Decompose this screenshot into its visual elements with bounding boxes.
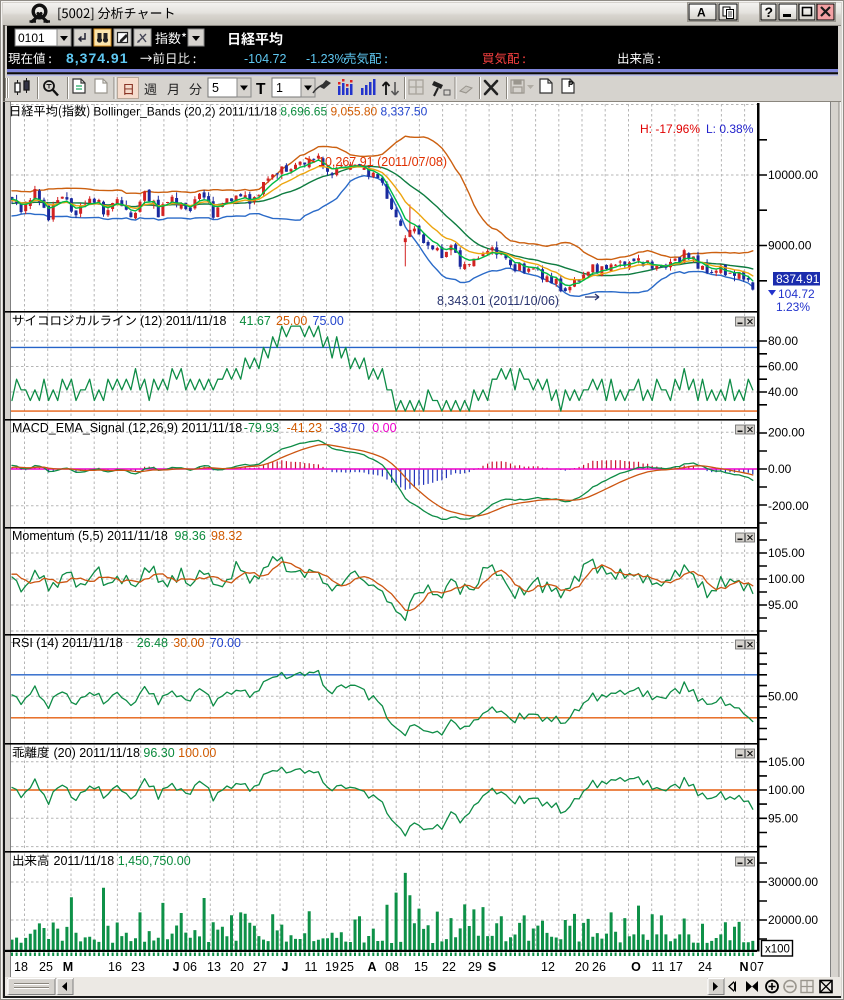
- svg-text:30000.00: 30000.00: [768, 875, 818, 889]
- svg-text:O: O: [631, 960, 641, 974]
- svg-text:MACD_EMA_Signal (12,26,9) 2011: MACD_EMA_Signal (12,26,9) 2011/11/18: [12, 421, 242, 435]
- svg-text:L: 0.38%: L: 0.38%: [706, 122, 754, 136]
- svg-text:75.00: 75.00: [313, 314, 344, 328]
- svg-text:Bollinger_Bands (20,2) 2011/11: Bollinger_Bands (20,2) 2011/11/18 8,696.…: [93, 105, 427, 119]
- svg-text:80.00: 80.00: [768, 334, 798, 348]
- svg-text:-38.70: -38.70: [329, 421, 364, 435]
- svg-text:?: ?: [765, 4, 774, 20]
- svg-text:-1.23%: -1.23%: [306, 52, 346, 66]
- svg-text:25: 25: [340, 960, 354, 974]
- svg-text:22: 22: [442, 960, 456, 974]
- svg-text:2011/11/18 1,450,750.00: 2011/11/18 1,450,750.00: [54, 854, 191, 868]
- svg-text:A: A: [367, 960, 376, 974]
- svg-text:-79.93: -79.93: [244, 421, 279, 435]
- svg-text:Momentum (5,5) 2011/11/18: Momentum (5,5) 2011/11/18: [12, 529, 168, 543]
- svg-text:-200.00: -200.00: [768, 499, 809, 513]
- svg-text:27: 27: [253, 960, 267, 974]
- svg-text:8,374.91: 8,374.91: [66, 50, 129, 66]
- svg-text:29: 29: [468, 960, 482, 974]
- svg-text:13: 13: [207, 960, 221, 974]
- svg-text:8374.91: 8374.91: [776, 272, 820, 286]
- svg-text:x100: x100: [765, 944, 790, 956]
- svg-text:26: 26: [592, 960, 606, 974]
- svg-text:10,267.91 (2011/07/08): 10,267.91 (2011/07/08): [318, 155, 447, 169]
- svg-text:98.36: 98.36: [175, 529, 206, 543]
- svg-text:41.67: 41.67: [240, 314, 271, 328]
- svg-text:70.00: 70.00: [210, 636, 241, 650]
- svg-text:0.00: 0.00: [768, 462, 792, 476]
- svg-text:08: 08: [385, 960, 399, 974]
- svg-text:12: 12: [541, 960, 555, 974]
- svg-text:20: 20: [230, 960, 244, 974]
- svg-text:0.00: 0.00: [372, 421, 396, 435]
- svg-text:0101: 0101: [18, 31, 45, 45]
- svg-text:60.00: 60.00: [768, 360, 798, 374]
- svg-text:N: N: [739, 960, 748, 974]
- svg-text:98.32: 98.32: [211, 529, 242, 543]
- svg-text:17: 17: [669, 960, 683, 974]
- svg-text:J: J: [173, 960, 180, 974]
- svg-text:105.00: 105.00: [768, 546, 805, 560]
- svg-text:16: 16: [108, 960, 122, 974]
- svg-text:10000.00: 10000.00: [768, 168, 818, 182]
- svg-text:06: 06: [183, 960, 197, 974]
- svg-text:26.48: 26.48: [137, 636, 168, 650]
- svg-text:18: 18: [14, 960, 28, 974]
- svg-text:-41.23: -41.23: [287, 421, 322, 435]
- svg-text:104.72: 104.72: [778, 287, 815, 301]
- svg-text:25.00: 25.00: [276, 314, 307, 328]
- svg-text:30.00: 30.00: [173, 636, 204, 650]
- svg-text:P: P: [568, 80, 574, 89]
- svg-text:(12) 2011/11/18: (12) 2011/11/18: [140, 314, 226, 328]
- svg-text:J: J: [282, 960, 289, 974]
- svg-text:40.00: 40.00: [768, 385, 798, 399]
- svg-text:-104.72: -104.72: [244, 52, 286, 66]
- svg-text:07: 07: [750, 960, 764, 974]
- svg-text:95.00: 95.00: [768, 812, 798, 826]
- svg-text:20: 20: [575, 960, 589, 974]
- svg-text:100.00: 100.00: [768, 783, 805, 797]
- svg-text:50.00: 50.00: [768, 690, 798, 704]
- svg-text:23: 23: [131, 960, 145, 974]
- svg-text:1: 1: [276, 81, 283, 95]
- svg-text:H: -17.96%: H: -17.96%: [640, 122, 700, 136]
- svg-text:S: S: [488, 960, 496, 974]
- svg-text:11: 11: [305, 960, 318, 974]
- svg-text:15: 15: [414, 960, 428, 974]
- svg-text:200.00: 200.00: [768, 425, 805, 439]
- svg-text:11: 11: [652, 960, 665, 974]
- svg-text:A: A: [697, 6, 706, 20]
- svg-text:8,343.01 (2011/10/06): 8,343.01 (2011/10/06): [437, 294, 559, 308]
- svg-text:105.00: 105.00: [768, 755, 805, 769]
- svg-text:9000.00: 9000.00: [768, 239, 812, 253]
- svg-text:T: T: [256, 81, 266, 98]
- svg-text:(20) 2011/11/18 96.30 100.00: (20) 2011/11/18 96.30 100.00: [54, 746, 217, 760]
- svg-text:95.00: 95.00: [768, 598, 798, 612]
- svg-text:1.23%: 1.23%: [776, 300, 810, 314]
- svg-text:5: 5: [212, 81, 219, 95]
- svg-text:20000.00: 20000.00: [768, 913, 818, 927]
- svg-text:RSI (14) 2011/11/18: RSI (14) 2011/11/18: [12, 636, 123, 650]
- svg-text:19: 19: [325, 960, 339, 974]
- svg-text:24: 24: [698, 960, 712, 974]
- svg-text:25: 25: [39, 960, 53, 974]
- svg-text:M: M: [63, 960, 73, 974]
- svg-text:100.00: 100.00: [768, 572, 805, 586]
